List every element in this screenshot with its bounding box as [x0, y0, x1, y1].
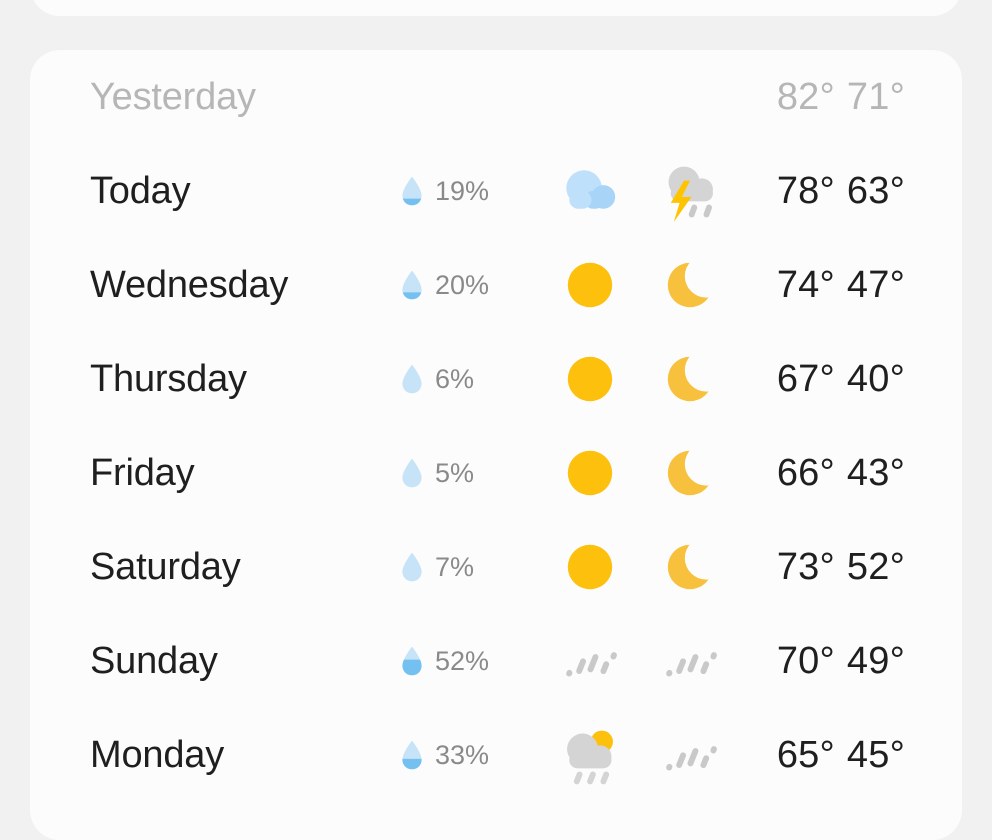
- forecast-day-label: Yesterday: [90, 75, 256, 118]
- precipitation-droplet-icon: [402, 364, 422, 394]
- partly-cloudy-rain-icon: [567, 730, 613, 785]
- clear-night-moon-icon: [667, 262, 713, 308]
- precipitation-droplet-icon: [402, 458, 422, 488]
- precipitation-chance: 52%: [400, 614, 489, 708]
- temperature-high: 73°: [776, 545, 835, 588]
- temperature-high: 70°: [776, 639, 835, 682]
- clear-night-moon-icon: [667, 544, 713, 590]
- temperature-high: 74°: [776, 263, 835, 306]
- temperature-low: 63°: [846, 169, 905, 212]
- temperature-range: 74° 47°: [777, 264, 905, 307]
- forecast-row-list: Yesterday 82° 71° Today 19% 78° 63° Wednesday 20…: [30, 50, 962, 802]
- nighttime-weather-icon: [645, 238, 735, 332]
- temperature-range: 82° 71°: [777, 76, 905, 119]
- daytime-weather-icon: [545, 332, 635, 426]
- precipitation-chance: 33%: [400, 708, 489, 802]
- precipitation-percent-label: 7%: [435, 551, 475, 582]
- clear-night-moon-icon: [667, 356, 713, 402]
- temperature-low: 52°: [846, 545, 905, 588]
- forecast-row[interactable]: Sunday 52% 70° 49°: [30, 614, 962, 708]
- sunny-icon: [567, 356, 613, 402]
- sunny-icon: [567, 544, 613, 590]
- clear-night-moon-icon: [667, 450, 713, 496]
- daytime-weather-icon: [545, 614, 635, 708]
- precipitation-percent-label: 20%: [435, 269, 490, 300]
- nighttime-weather-icon: [645, 614, 735, 708]
- temperature-low: 40°: [846, 357, 905, 400]
- forecast-day-label: Friday: [90, 451, 195, 494]
- temperature-range: 66° 43°: [777, 452, 905, 495]
- nighttime-weather-icon: [645, 520, 735, 614]
- forecast-row[interactable]: Today 19% 78° 63°: [30, 144, 962, 238]
- precipitation-percent-label: 19%: [435, 175, 490, 206]
- rain-icon: [666, 746, 717, 771]
- precipitation-chance: 6%: [400, 332, 474, 426]
- forecast-day-label: Wednesday: [90, 263, 289, 306]
- rain-icon: [566, 652, 617, 677]
- forecast-row[interactable]: Monday 33% 65° 45°: [30, 708, 962, 802]
- forecast-day-label: Monday: [90, 733, 224, 776]
- temperature-range: 65° 45°: [777, 734, 905, 777]
- precipitation-percent-label: 6%: [435, 363, 475, 394]
- cloudy-icon: [566, 170, 616, 209]
- temperature-low: 47°: [846, 263, 905, 306]
- sunny-icon: [567, 262, 613, 308]
- precipitation-percent-label: 5%: [435, 457, 475, 488]
- forecast-day-label: Thursday: [90, 357, 247, 400]
- temperature-range: 78° 63°: [777, 170, 905, 213]
- forecast-row[interactable]: Yesterday 82° 71°: [30, 50, 962, 144]
- precipitation-droplet-icon: [402, 740, 422, 770]
- daytime-weather-icon: [545, 144, 635, 238]
- precipitation-droplet-icon: [402, 646, 422, 676]
- nighttime-weather-icon: [645, 426, 735, 520]
- temperature-high: 66°: [776, 451, 835, 494]
- precipitation-droplet-icon: [402, 270, 422, 300]
- forecast-row[interactable]: Thursday 6% 67° 40°: [30, 332, 962, 426]
- temperature-range: 70° 49°: [777, 640, 905, 683]
- temperature-range: 73° 52°: [777, 546, 905, 589]
- card-above-partial: [30, 0, 962, 16]
- precipitation-percent-label: 52%: [435, 645, 490, 676]
- forecast-row[interactable]: Wednesday 20% 74° 47°: [30, 238, 962, 332]
- temperature-low: 45°: [846, 733, 905, 776]
- precipitation-chance: 19%: [400, 144, 489, 238]
- temperature-high: 78°: [776, 169, 835, 212]
- temperature-low: 49°: [846, 639, 905, 682]
- nighttime-weather-icon: [645, 332, 735, 426]
- daily-forecast-card: Yesterday 82° 71° Today 19% 78° 63° Wednesday 20…: [30, 50, 962, 840]
- forecast-day-label: Saturday: [90, 545, 241, 588]
- temperature-high: 67°: [776, 357, 835, 400]
- precipitation-chance: 5%: [400, 426, 474, 520]
- forecast-day-label: Today: [90, 169, 191, 212]
- daytime-weather-icon: [545, 520, 635, 614]
- temperature-low: 71°: [846, 75, 905, 118]
- sunny-icon: [567, 450, 613, 496]
- precipitation-droplet-icon: [402, 552, 422, 582]
- forecast-day-label: Sunday: [90, 639, 218, 682]
- rain-icon: [666, 652, 717, 677]
- daytime-weather-icon: [545, 238, 635, 332]
- temperature-low: 43°: [846, 451, 905, 494]
- thunderstorm-rain-icon: [668, 166, 713, 223]
- nighttime-weather-icon: [645, 144, 735, 238]
- temperature-range: 67° 40°: [777, 358, 905, 401]
- temperature-high: 65°: [776, 733, 835, 776]
- precipitation-chance: 20%: [400, 238, 489, 332]
- precipitation-chance: 7%: [400, 520, 474, 614]
- nighttime-weather-icon: [645, 708, 735, 802]
- daytime-weather-icon: [545, 426, 635, 520]
- forecast-row[interactable]: Saturday 7% 73° 52°: [30, 520, 962, 614]
- temperature-high: 82°: [776, 75, 835, 118]
- daytime-weather-icon: [545, 708, 635, 802]
- precipitation-percent-label: 33%: [435, 739, 490, 770]
- precipitation-droplet-icon: [402, 176, 422, 206]
- forecast-row[interactable]: Friday 5% 66° 43°: [30, 426, 962, 520]
